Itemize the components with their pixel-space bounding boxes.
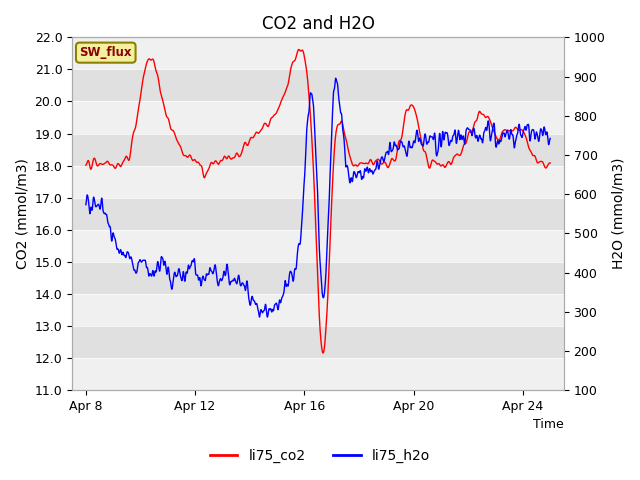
Legend: li75_co2, li75_h2o: li75_co2, li75_h2o (204, 443, 436, 468)
Bar (72, 101, 564, 133)
Y-axis label: H2O (mmol/m3): H2O (mmol/m3) (611, 158, 625, 269)
Bar (72, 166, 564, 198)
Y-axis label: CO2 (mmol/m3): CO2 (mmol/m3) (15, 158, 29, 269)
Text: SW_flux: SW_flux (79, 46, 132, 59)
Bar (72, 37, 564, 70)
Bar (72, 358, 564, 390)
Title: CO2 and H2O: CO2 and H2O (262, 15, 374, 33)
X-axis label: Time: Time (533, 419, 564, 432)
Bar (72, 230, 564, 262)
Bar (72, 294, 564, 326)
